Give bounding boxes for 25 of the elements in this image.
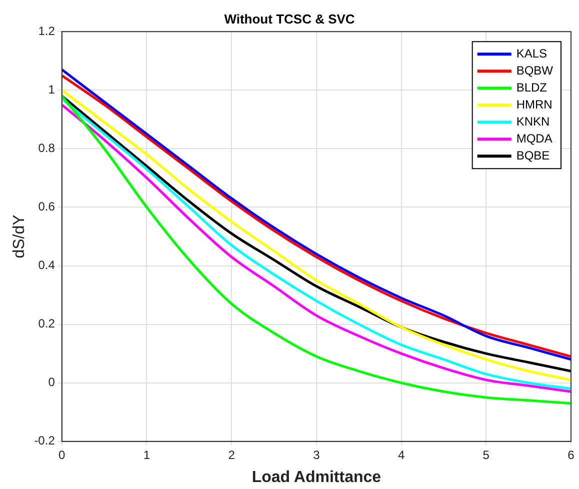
x-tick-label: 6	[568, 448, 575, 462]
legend-label: BQBE	[516, 148, 550, 162]
y-tick-label: 0.4	[38, 258, 56, 272]
legend-label: MQDA	[516, 131, 552, 146]
y-tick-label: 1.2	[38, 24, 56, 38]
y-tick-label: -0.2	[34, 434, 56, 448]
legend-label: HMRN	[516, 97, 552, 112]
x-axis-title: Load Admittance	[252, 468, 382, 486]
legend-label: KALS	[516, 46, 548, 60]
y-axis-title: dS/dY	[11, 214, 28, 258]
y-tick-label: 0.2	[38, 316, 56, 331]
chart-title: Without TCSC & SVC	[224, 11, 356, 26]
legend-label: BQBW	[516, 63, 554, 78]
y-tick-label: 1	[48, 82, 56, 96]
legend-label: BLDZ	[516, 80, 548, 94]
x-tick-label: 0	[58, 448, 66, 462]
y-tick-label: 0.8	[38, 141, 56, 155]
legend-label: KNKN	[516, 114, 550, 128]
x-tick-label: 5	[482, 448, 490, 462]
x-tick-label: 4	[398, 448, 405, 462]
y-tick-label: 0.6	[38, 200, 56, 214]
x-tick-label: 3	[313, 448, 320, 462]
x-tick-label: 2	[228, 448, 236, 462]
y-tick-label: 0	[48, 375, 56, 390]
x-tick-label: 1	[143, 448, 150, 462]
